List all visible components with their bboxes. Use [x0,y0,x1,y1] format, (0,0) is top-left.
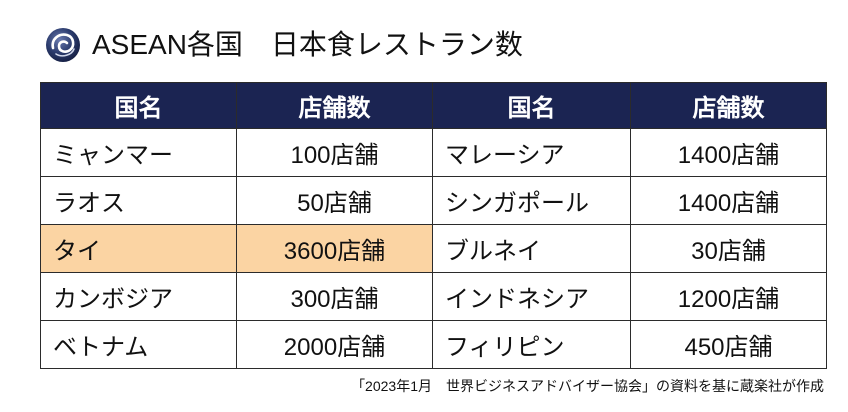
country-cell: ミャンマー [40,128,237,177]
table-row: ベトナム 2000店舗 フィリピン 450店舗 [40,320,827,369]
country-cell: マレーシア [432,128,631,177]
swirl-logo-icon [46,28,80,62]
count-cell: 2000店舗 [236,320,433,369]
country-cell: ラオス [40,176,237,225]
table-row: カンボジア 300店舗 インドネシア 1200店舗 [40,272,827,321]
country-cell: カンボジア [40,272,237,321]
header-count-left: 店舗数 [236,82,433,129]
header-country-left: 国名 [40,82,237,129]
count-cell: 1200店舗 [630,272,827,321]
count-cell: 1400店舗 [630,128,827,177]
table-header-row: 国名 店舗数 国名 店舗数 [40,82,827,129]
country-cell: ブルネイ [432,224,631,273]
count-cell: 100店舗 [236,128,433,177]
title-bar: ASEAN各国 日本食レストラン数 [45,26,523,64]
count-cell: 300店舗 [236,272,433,321]
page-title: ASEAN各国 日本食レストラン数 [92,29,523,60]
count-cell: 450店舗 [630,320,827,369]
country-cell: ベトナム [40,320,237,369]
country-cell: シンガポール [432,176,631,225]
source-footnote: 「2023年1月 世界ビジネスアドバイザー協会」の資料を基に蔵楽社が作成 [351,378,824,394]
table-row: ミャンマー 100店舗 マレーシア 1400店舗 [40,128,827,177]
table-row: タイ 3600店舗 ブルネイ 30店舗 [40,224,827,273]
header-count-right: 店舗数 [630,82,827,129]
table-row: ラオス 50店舗 シンガポール 1400店舗 [40,176,827,225]
count-cell: 1400店舗 [630,176,827,225]
restaurant-count-table: 国名 店舗数 国名 店舗数 ミャンマー 100店舗 マレーシア 1400店舗 ラ… [40,82,827,369]
count-cell: 3600店舗 [236,224,433,273]
country-cell: インドネシア [432,272,631,321]
country-cell: タイ [40,224,237,273]
country-cell: フィリピン [432,320,631,369]
count-cell: 50店舗 [236,176,433,225]
count-cell: 30店舗 [630,224,827,273]
header-country-right: 国名 [432,82,631,129]
